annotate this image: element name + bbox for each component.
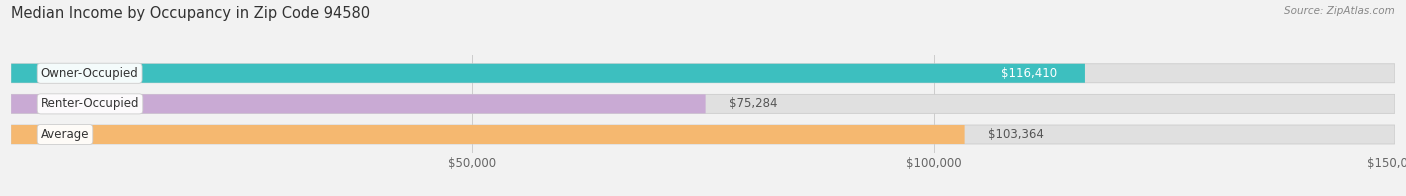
Text: Renter-Occupied: Renter-Occupied: [41, 97, 139, 110]
Text: Average: Average: [41, 128, 89, 141]
Text: Owner-Occupied: Owner-Occupied: [41, 67, 139, 80]
FancyBboxPatch shape: [11, 64, 1085, 83]
Text: Median Income by Occupancy in Zip Code 94580: Median Income by Occupancy in Zip Code 9…: [11, 6, 370, 21]
Text: $116,410: $116,410: [1001, 67, 1057, 80]
Text: Source: ZipAtlas.com: Source: ZipAtlas.com: [1284, 6, 1395, 16]
Text: $103,364: $103,364: [987, 128, 1043, 141]
FancyBboxPatch shape: [11, 94, 1395, 113]
FancyBboxPatch shape: [11, 94, 706, 113]
FancyBboxPatch shape: [11, 125, 965, 144]
Text: $75,284: $75,284: [728, 97, 778, 110]
FancyBboxPatch shape: [11, 125, 1395, 144]
FancyBboxPatch shape: [11, 64, 1395, 83]
